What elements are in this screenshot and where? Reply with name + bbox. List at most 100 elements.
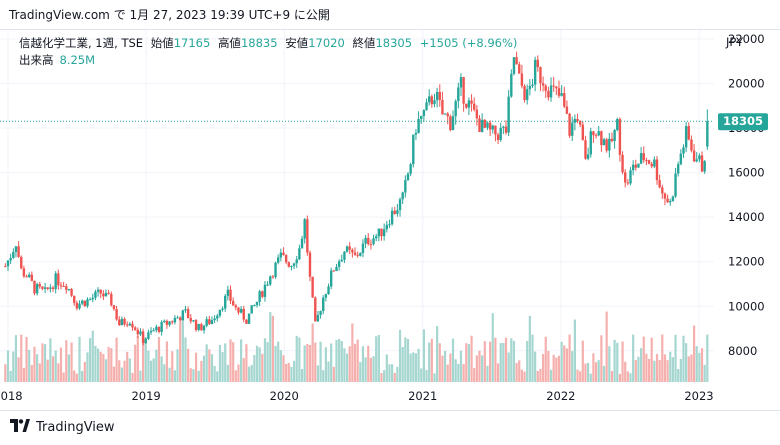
candle-body [57, 273, 60, 286]
volume-bar [240, 339, 243, 382]
volume-bar [367, 345, 370, 382]
candle-body [290, 266, 293, 268]
volume-bar [277, 341, 280, 382]
volume-bar [104, 359, 108, 382]
volume-bar [216, 371, 219, 382]
candle-body [608, 138, 611, 151]
candle-body [181, 310, 185, 321]
volume-bar [510, 338, 513, 382]
volume-bar [194, 352, 198, 382]
volume-bar [380, 373, 383, 382]
candle-body [80, 300, 84, 304]
candle-body [483, 119, 487, 128]
volume-bar [600, 335, 603, 382]
candle-body [525, 89, 529, 100]
candle-body [83, 300, 87, 307]
volume-bar [9, 370, 12, 382]
candle-body [504, 126, 508, 133]
candle-body [234, 305, 238, 308]
candle-body [213, 318, 216, 321]
candle-body [592, 131, 595, 136]
candle-body [674, 173, 677, 197]
volume-bar [91, 330, 94, 382]
candle-body [6, 260, 10, 267]
volume-bar [481, 355, 484, 382]
candle-body [473, 103, 476, 110]
volume-bar [229, 339, 232, 382]
volume-bar [608, 346, 611, 382]
volume-bar [549, 369, 553, 382]
candle-body [637, 163, 640, 168]
candle-body [385, 224, 389, 230]
candle-body [263, 284, 267, 297]
candle-body [653, 159, 656, 167]
candle-body [586, 154, 590, 159]
candle-body [345, 246, 349, 252]
volume-bar [271, 315, 274, 382]
volume-bar [526, 340, 529, 382]
candle-body [518, 64, 521, 74]
volume-bar [234, 370, 237, 382]
volume-bar [197, 370, 200, 382]
candle-body [237, 307, 240, 313]
candle-body [178, 317, 182, 321]
volume-bar [449, 353, 452, 382]
candle-body [467, 100, 471, 108]
candle-body [563, 93, 566, 107]
candle-body [300, 238, 304, 249]
high-value: 18835 [240, 36, 278, 50]
volume-bar [62, 372, 65, 382]
candle-body [295, 259, 298, 264]
candle-body [208, 319, 211, 324]
candle-body [245, 319, 248, 324]
y-tick-label: 22000 [728, 32, 765, 46]
volume-bar [412, 352, 415, 382]
volume-legend: 出来高 8.25M [19, 52, 95, 68]
candle-body [316, 314, 320, 322]
candle-body [335, 266, 338, 272]
volume-bar [414, 353, 418, 382]
currency-label: JPY [726, 35, 744, 49]
volume-bar [470, 335, 473, 382]
volume-bar [682, 335, 685, 382]
open-value: 17165 [173, 36, 211, 50]
candle-body [356, 254, 359, 256]
candle-body [14, 246, 18, 253]
volume-bar [555, 357, 558, 382]
candle-body [624, 172, 627, 183]
x-tick-label: 2019 [131, 389, 160, 403]
candle-body [494, 125, 497, 135]
volume-bar [605, 311, 608, 382]
volume-bar [208, 349, 211, 382]
candle-body [337, 261, 341, 267]
candle-body [589, 131, 592, 155]
chart-frame [0, 29, 780, 411]
volume-bar [700, 348, 704, 382]
volume-bar [451, 338, 455, 382]
candle-body [327, 286, 330, 295]
volume-bar [396, 366, 399, 382]
volume-bar [433, 373, 436, 382]
volume-bar [420, 368, 423, 382]
volume-bar [491, 313, 494, 382]
candle-body [35, 284, 39, 294]
volume-bar [253, 355, 256, 382]
volume-value: 8.25M [59, 53, 96, 67]
candle-body [661, 187, 664, 194]
volume-bar [319, 341, 322, 382]
candle-body [510, 73, 513, 97]
candle-body [571, 122, 574, 136]
candle-body [512, 57, 516, 74]
candle-body [332, 270, 336, 272]
publish-time: で 1月 27, 2023 19:39 UTC+9 に公開 [113, 8, 330, 22]
candle-body [49, 287, 52, 289]
candle-body [147, 332, 150, 339]
volume-bar [430, 338, 433, 382]
candle-body [618, 119, 622, 155]
candle-body [502, 126, 505, 128]
volume-bar [613, 339, 616, 382]
candle-body [276, 257, 280, 263]
candle-body [616, 119, 619, 130]
volume-bar [81, 370, 84, 382]
